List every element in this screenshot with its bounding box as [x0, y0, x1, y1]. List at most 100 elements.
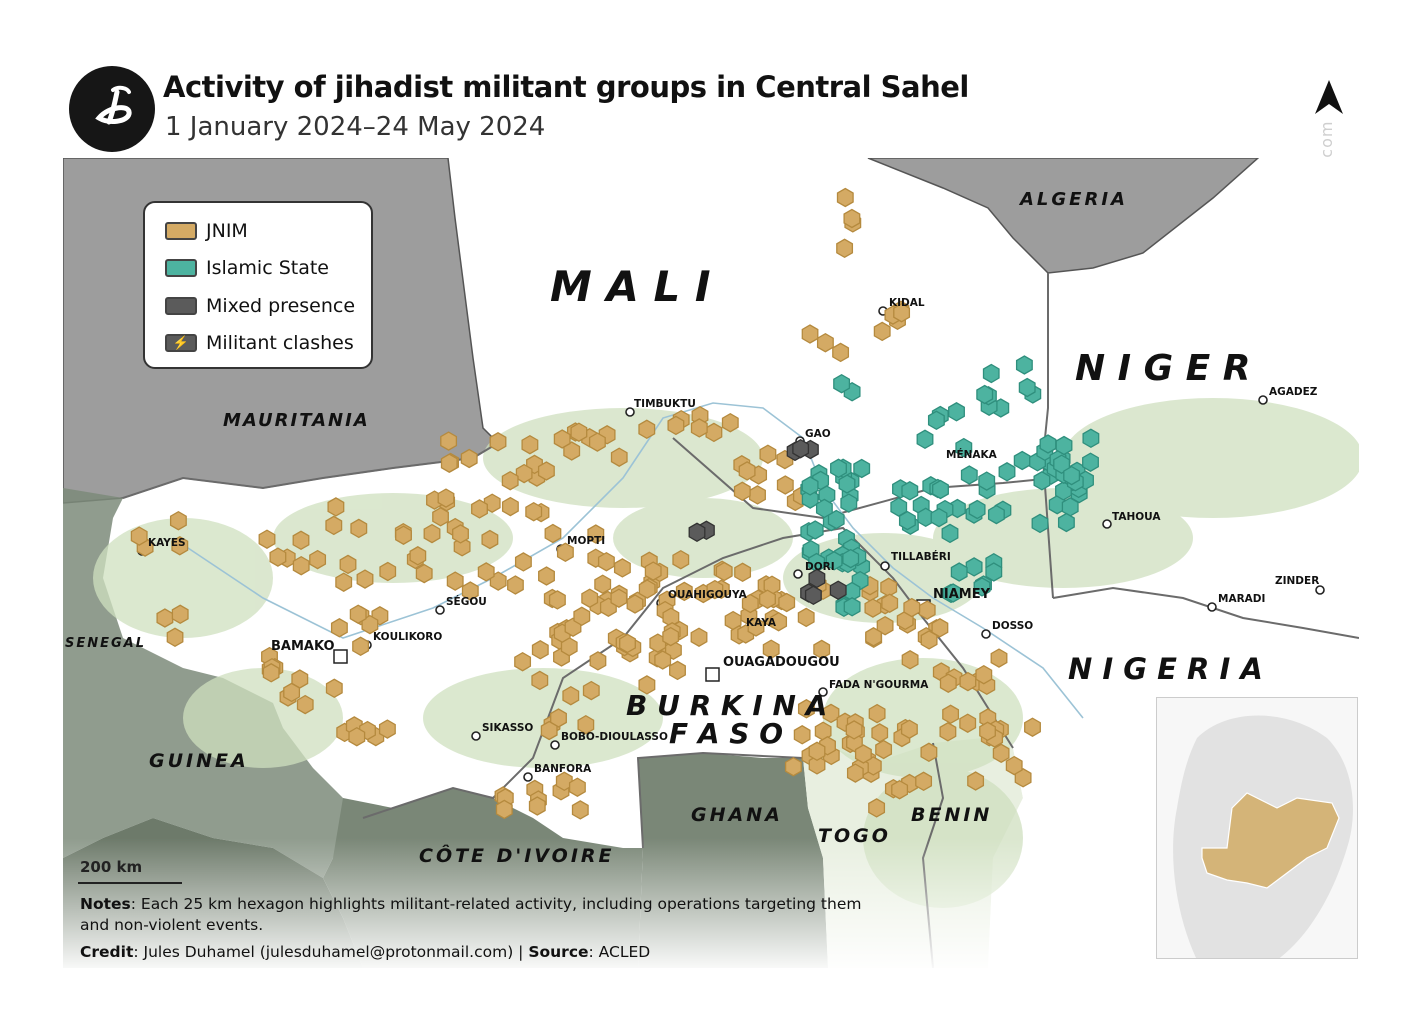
city-labels: KIDAL GAO MÉNAKA TIMBUKTU AGADEZ TAHOUA … — [148, 297, 1319, 775]
jnim-hexagon — [525, 501, 543, 522]
city-label: KIDAL — [889, 297, 925, 309]
jnim-hexagon — [325, 515, 343, 536]
jnim-hexagon — [875, 739, 893, 760]
label-benin: BENIN — [911, 804, 992, 826]
jnim-hexagon — [169, 510, 187, 531]
jnim-hexagon — [770, 611, 788, 632]
jnim-hexagon — [644, 561, 662, 581]
label-guinea: GUINEA — [149, 750, 249, 772]
city-label: OUAGADOUGOU — [723, 655, 840, 670]
credit-text: : Jules Duhamel (julesduhamel@protonmail… — [133, 943, 529, 961]
jnim-hexagon — [669, 660, 686, 681]
jnim-hexagon — [350, 518, 368, 539]
jnim-hexagon — [325, 678, 343, 699]
jnim-hexagon — [588, 432, 606, 452]
jnim-hexagon — [581, 588, 599, 608]
jnim-hexagon — [597, 551, 615, 572]
jnim-hexagon — [654, 650, 672, 670]
jnim-hexagon — [822, 703, 840, 724]
jnim-hexagon — [515, 463, 533, 484]
jnim-hexagon — [778, 592, 796, 613]
label-nigeria: N I G E R I A — [1068, 652, 1263, 686]
jnim-hexagon — [540, 720, 558, 741]
jnim-hexagon — [589, 651, 607, 671]
jnim-hexagon — [166, 627, 184, 648]
jnim-hexagon — [461, 581, 479, 601]
islamic-state-hexagon — [1015, 355, 1033, 375]
islamic-state-hexagon — [932, 479, 949, 500]
hexagon-layer — [130, 187, 1100, 820]
map-title: Activity of jihadist militant groups in … — [163, 70, 969, 104]
label-mali: M A L I — [550, 262, 711, 311]
islamic-state-hexagon — [1031, 513, 1049, 534]
city-label: SIKASSO — [482, 722, 533, 734]
scale-bar — [78, 882, 182, 884]
mixed-presence-hexagon — [792, 438, 810, 459]
jnim-hexagon — [845, 720, 863, 740]
jnim-hexagon — [501, 496, 519, 517]
islamic-state-hexagon — [825, 551, 843, 571]
jnim-hexagon — [477, 562, 495, 582]
jnim-hexagon — [721, 412, 739, 433]
jnim-hexagon — [626, 594, 644, 614]
jnim-hexagon — [610, 588, 628, 608]
jnim-hexagon — [801, 324, 819, 344]
jnim-hexagon — [437, 488, 455, 508]
jnim-hexagon — [156, 608, 174, 628]
islamic-state-hexagon — [1082, 452, 1099, 472]
credit-label: Credit — [80, 943, 134, 961]
islamic-state-hexagon — [985, 562, 1003, 582]
jnim-hexagon — [507, 575, 524, 595]
jnim-hexagon — [577, 714, 595, 735]
jnim-hexagon — [784, 756, 802, 777]
jnim-hexagon — [379, 561, 397, 582]
jnim-hexagon — [918, 600, 936, 620]
jnim-hexagon — [846, 763, 864, 783]
jnim-hexagon — [432, 507, 449, 527]
jnim-hexagon — [495, 799, 513, 820]
jnim-hexagon — [613, 558, 631, 578]
jnim-hexagon — [843, 208, 861, 229]
jnim-hexagon — [832, 342, 850, 363]
islamic-state-hexagon — [898, 510, 916, 531]
jnim-hexagon — [348, 726, 366, 747]
legend-item-militant-clashes: ⚡ Militant clashes — [165, 331, 354, 355]
legend-item-jnim: JNIM — [165, 219, 248, 243]
jnim-hexagon — [638, 675, 656, 695]
islamic-state-hexagon — [801, 489, 819, 509]
jnim-hexagon — [891, 779, 909, 800]
jnim-hexagon — [738, 461, 756, 481]
jnim-hexagon — [705, 422, 723, 443]
jnim-hexagon — [171, 535, 189, 556]
jnim-hexagon — [423, 523, 441, 544]
jnim-hexagon — [553, 429, 571, 449]
islamic-state-hexagon — [1063, 465, 1081, 486]
jnim-hexagon — [741, 593, 759, 614]
islamic-state-hexagon — [838, 474, 856, 494]
islamic-state-hexagon — [1053, 454, 1071, 474]
jnim-hexagon — [571, 800, 589, 820]
jnim-hexagon — [975, 664, 993, 685]
city-label: BAMAKO — [271, 639, 335, 654]
islamic-state-hexagon — [916, 429, 934, 450]
label-algeria: ALGERIA — [1018, 189, 1128, 210]
jnim-hexagon — [573, 606, 591, 627]
jnim-hexagon — [352, 636, 370, 657]
map-subtitle: 1 January 2024–24 May 2024 — [165, 112, 546, 142]
islamic-state-hexagon — [890, 497, 908, 517]
islamic-state-hexagon — [941, 523, 959, 544]
jnim-hexagon — [521, 434, 539, 455]
city-label: TILLABÉRI — [891, 550, 951, 563]
city-label: KAYES — [148, 537, 186, 549]
jnim-hexagon — [868, 703, 886, 724]
jnim-hexagon — [881, 593, 899, 613]
jnim-hexagon — [762, 639, 780, 659]
city-label: BANFORA — [534, 763, 592, 775]
islamic-state-hexagon — [1039, 434, 1057, 454]
jnim-hexagon — [481, 529, 499, 550]
islamic-state-hexagon — [982, 363, 1000, 384]
jnim-hexagon — [667, 415, 685, 436]
jnim-hexagon — [309, 549, 327, 570]
legend-label: Militant clashes — [206, 332, 354, 354]
city-label: MARADI — [1218, 593, 1265, 605]
